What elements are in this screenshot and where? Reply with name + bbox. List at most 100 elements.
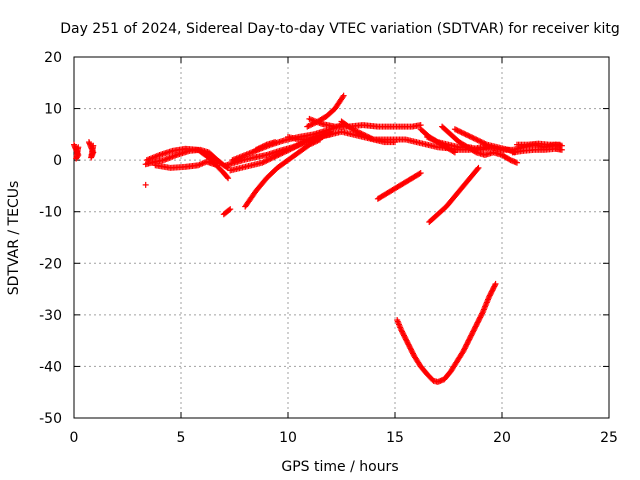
data-point <box>349 126 356 133</box>
data-point <box>424 133 431 140</box>
data-point <box>556 141 563 148</box>
data-point <box>482 141 489 148</box>
data-point <box>225 175 232 182</box>
data-point <box>292 143 299 150</box>
data-point <box>279 150 286 157</box>
data-point <box>453 126 460 133</box>
data-point <box>295 142 302 149</box>
x-tick-label: 5 <box>177 430 186 446</box>
data-point <box>294 142 301 149</box>
data-point <box>282 148 289 155</box>
data-point <box>291 144 298 151</box>
data-point <box>290 144 297 151</box>
data-points <box>71 92 565 385</box>
data-point <box>261 158 268 165</box>
data-point <box>259 143 266 150</box>
data-point <box>462 131 469 138</box>
data-point <box>471 135 478 142</box>
data-point <box>432 137 439 144</box>
data-point <box>558 146 565 153</box>
plot-frame <box>73 56 610 419</box>
data-point <box>304 123 311 130</box>
x-tick-label: 20 <box>493 430 511 446</box>
data-point <box>272 153 279 160</box>
data-point <box>270 154 277 161</box>
data-point <box>305 122 312 129</box>
data-point <box>354 128 361 135</box>
data-point <box>450 148 457 155</box>
data-point <box>298 141 305 148</box>
data-point <box>260 142 267 149</box>
data-point <box>365 133 372 140</box>
data-point <box>458 129 465 136</box>
data-point <box>457 128 464 135</box>
data-point <box>275 151 282 158</box>
data-point <box>339 93 346 100</box>
data-point <box>466 133 473 140</box>
data-point <box>513 159 520 166</box>
data-point <box>214 162 221 169</box>
data-point <box>226 206 233 213</box>
y-tick-label: 0 <box>53 153 62 169</box>
data-point <box>351 127 358 134</box>
x-tick-label: 0 <box>70 430 79 446</box>
y-tick-label: -20 <box>39 256 62 272</box>
data-point <box>357 130 364 137</box>
y-tick-label: -50 <box>39 411 62 427</box>
data-point <box>267 155 274 162</box>
grid-lines <box>74 57 609 418</box>
data-point <box>451 126 458 133</box>
data-point <box>262 142 269 149</box>
data-point <box>252 146 259 153</box>
data-point <box>276 151 283 158</box>
data-point <box>430 137 437 144</box>
data-point <box>358 130 365 137</box>
data-point <box>283 148 290 155</box>
data-point <box>255 145 262 152</box>
data-point <box>258 144 265 151</box>
data-point <box>224 174 231 181</box>
y-axis-label: SDTVAR / TECUs <box>6 181 22 296</box>
data-point <box>475 137 482 144</box>
data-point <box>350 126 357 133</box>
data-point <box>416 170 423 177</box>
data-point <box>473 136 480 143</box>
data-point <box>366 134 373 141</box>
data-point <box>227 206 234 213</box>
data-point <box>425 134 432 141</box>
data-point <box>459 130 466 137</box>
data-point <box>359 131 366 138</box>
data-point <box>429 136 436 143</box>
data-point <box>417 170 424 177</box>
data-point <box>428 135 435 142</box>
data-point <box>284 147 291 154</box>
data-point <box>361 132 368 139</box>
data-point <box>369 135 376 142</box>
data-point <box>477 138 484 145</box>
data-point <box>266 156 273 163</box>
data-point <box>454 127 461 134</box>
x-axis-label: GPS time / hours <box>281 459 398 475</box>
x-tick-label: 10 <box>279 430 297 446</box>
data-point <box>280 149 287 156</box>
data-point <box>272 139 279 146</box>
data-point <box>480 139 487 146</box>
data-point <box>474 137 481 144</box>
data-point <box>367 135 374 142</box>
data-point <box>363 133 370 140</box>
data-point <box>463 132 470 139</box>
data-point <box>306 122 313 129</box>
data-point <box>268 155 275 162</box>
data-point <box>288 145 295 152</box>
data-point <box>306 141 313 148</box>
data-point <box>469 134 476 141</box>
data-point <box>75 144 82 151</box>
data-point <box>355 129 362 136</box>
data-point <box>478 139 485 146</box>
data-point <box>455 128 462 135</box>
data-point <box>340 92 347 99</box>
data-point <box>362 132 369 139</box>
data-point <box>254 146 261 153</box>
data-point <box>461 130 468 137</box>
